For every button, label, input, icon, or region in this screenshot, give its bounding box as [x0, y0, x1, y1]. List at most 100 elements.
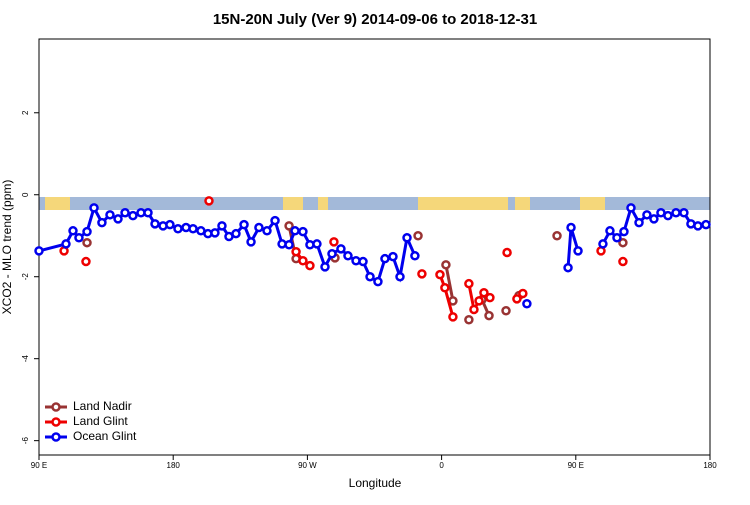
- point: [262, 226, 272, 236]
- point: [320, 262, 330, 272]
- point: [388, 251, 398, 262]
- point: [618, 237, 628, 248]
- x-tick-label: 90 E: [568, 461, 584, 470]
- point: [329, 237, 339, 247]
- point: [358, 256, 368, 267]
- map-land: [45, 197, 605, 210]
- point: [693, 221, 703, 231]
- point: [679, 208, 689, 218]
- point: [143, 208, 153, 218]
- point: [74, 233, 84, 243]
- point: [97, 217, 107, 228]
- point: [464, 314, 474, 325]
- point: [312, 239, 322, 249]
- x-tick-label: 180: [167, 461, 181, 470]
- point: [552, 230, 562, 241]
- point: [246, 237, 256, 247]
- point: [671, 208, 681, 218]
- point: [474, 296, 484, 306]
- point: [380, 253, 390, 264]
- point: [522, 299, 532, 309]
- point: [441, 260, 451, 270]
- point: [484, 310, 494, 321]
- point: [128, 210, 138, 221]
- point: [373, 276, 383, 287]
- chart-title: 15N-20N July (Ver 9) 2014-09-06 to 2018-…: [213, 11, 537, 28]
- point: [165, 219, 175, 230]
- point: [34, 246, 44, 256]
- series-line: [296, 252, 623, 317]
- point: [502, 247, 512, 258]
- point: [105, 210, 115, 220]
- y-tick-label: 2: [21, 110, 30, 115]
- point: [435, 269, 445, 280]
- point: [68, 226, 78, 236]
- y-tick-label: 0: [21, 192, 30, 197]
- point: [573, 246, 583, 256]
- point: [479, 287, 489, 298]
- point: [448, 296, 458, 306]
- point: [663, 210, 673, 221]
- point: [598, 239, 608, 249]
- y-tick-label: -6: [21, 437, 30, 445]
- point: [485, 292, 495, 303]
- y-tick-label: -4: [21, 355, 30, 363]
- point: [291, 246, 301, 257]
- y-axis-label: XCO2 - MLO trend (ppm): [0, 180, 14, 315]
- point: [501, 305, 511, 316]
- point: [634, 217, 644, 228]
- point: [626, 203, 636, 213]
- legend-label: Land Glint: [73, 414, 128, 428]
- point: [448, 312, 458, 322]
- point: [440, 283, 450, 293]
- point: [464, 278, 474, 289]
- point: [417, 269, 427, 279]
- point: [290, 226, 300, 236]
- point: [150, 219, 160, 229]
- legend-label: Ocean Glint: [73, 429, 137, 443]
- point: [336, 244, 346, 254]
- map-strip: [39, 197, 710, 210]
- point: [284, 221, 294, 231]
- point: [188, 224, 198, 234]
- x-axis-label: Longitude: [349, 476, 402, 490]
- legend-marker: [51, 432, 61, 442]
- point: [305, 260, 315, 271]
- point: [82, 237, 92, 248]
- point: [343, 251, 353, 261]
- point: [566, 222, 576, 233]
- legend-marker: [51, 417, 61, 427]
- point: [298, 226, 308, 237]
- point: [618, 256, 628, 267]
- point: [61, 239, 71, 249]
- legend-marker: [51, 402, 61, 412]
- point: [365, 271, 375, 282]
- point: [649, 214, 659, 224]
- point: [113, 214, 123, 224]
- x-tick-label: 90 E: [31, 461, 47, 470]
- point: [642, 210, 652, 220]
- point: [518, 288, 528, 299]
- point: [298, 255, 308, 266]
- point: [284, 239, 294, 250]
- point: [413, 230, 423, 241]
- point: [605, 226, 615, 236]
- x-tick-label: 180: [703, 461, 717, 470]
- point: [410, 251, 420, 261]
- legend-label: Land Nadir: [73, 399, 132, 413]
- point: [327, 249, 337, 259]
- point: [210, 228, 220, 238]
- point: [254, 222, 264, 233]
- point: [612, 233, 622, 243]
- point: [89, 203, 99, 213]
- y-tick-label: -2: [21, 273, 30, 281]
- point: [204, 196, 214, 206]
- point: [82, 226, 92, 237]
- point: [395, 271, 405, 282]
- point: [231, 228, 241, 239]
- point: [469, 304, 479, 315]
- point: [239, 219, 249, 230]
- point: [512, 294, 522, 304]
- point: [173, 224, 183, 234]
